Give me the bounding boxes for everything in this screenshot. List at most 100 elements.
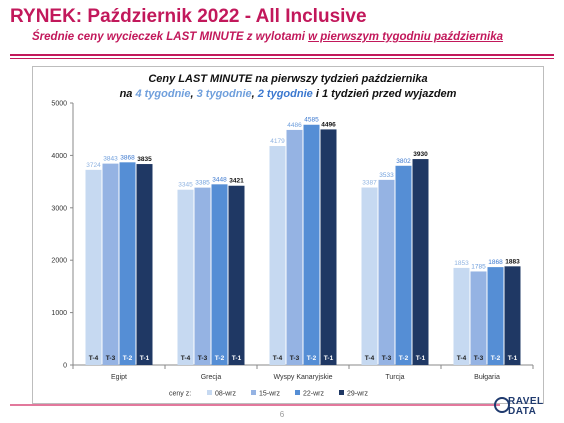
- bar-tag-label: T-3: [290, 355, 300, 362]
- bar: [487, 267, 504, 365]
- subtitle-underlined: w pierwszym tygodniu października: [308, 31, 503, 43]
- bar: [85, 169, 102, 365]
- bar-tag-label: T-2: [307, 355, 317, 362]
- footer-rule: [10, 404, 500, 406]
- chart-title-1-week: 1 tydzień: [321, 88, 370, 100]
- bar-tag-label: T-1: [508, 355, 518, 362]
- data-label: 1853: [454, 260, 469, 267]
- header-rule-thin: [10, 58, 554, 59]
- bar-tag-label: T-2: [215, 355, 225, 362]
- bar-tag-label: T-1: [416, 355, 426, 362]
- bar: [286, 129, 303, 365]
- data-label: 1785: [471, 263, 486, 270]
- bar: [269, 146, 286, 365]
- bar: [470, 271, 487, 365]
- bar: [136, 164, 153, 365]
- data-label: 3533: [379, 172, 394, 179]
- header-rule-thick: [10, 54, 554, 56]
- chart-title-and: i: [312, 88, 322, 100]
- data-label: 4486: [287, 122, 302, 129]
- x-category-label: Grecja: [201, 374, 222, 381]
- y-tick-label: 0: [63, 363, 67, 370]
- chart-frame: Ceny LAST MINUTE na pierwszy tydzień paź…: [32, 66, 544, 404]
- bar-tag-label: T-1: [324, 355, 334, 362]
- data-label: 3387: [362, 180, 377, 187]
- data-label: 1868: [488, 259, 503, 266]
- bar: [504, 266, 521, 365]
- bar: [228, 185, 245, 365]
- data-label: 3448: [212, 176, 227, 183]
- data-label: 3385: [195, 180, 210, 187]
- chart-title-4-weeks: 4 tygodnie: [135, 88, 191, 100]
- bar-tag-label: T-1: [140, 355, 150, 362]
- bar-tag-label: T-2: [123, 355, 133, 362]
- bar-tag-label: T-2: [491, 355, 501, 362]
- bar: [378, 179, 395, 365]
- bar-tag-label: T-3: [382, 355, 392, 362]
- legend-label: 08-wrz: [215, 391, 237, 398]
- data-label: 3868: [120, 154, 135, 161]
- bar: [395, 165, 412, 365]
- data-label: 3421: [229, 178, 244, 185]
- y-tick-label: 4000: [51, 153, 67, 160]
- chart-title-line1: Ceny LAST MINUTE na pierwszy tydzień paź…: [148, 73, 428, 85]
- x-category-label: Wyspy Kanaryjskie: [273, 374, 332, 381]
- legend-label: 29-wrz: [347, 391, 369, 398]
- x-category-label: Bułgaria: [474, 374, 500, 381]
- bar: [177, 189, 194, 365]
- y-tick-label: 1000: [51, 310, 67, 317]
- chart-title-2-weeks: 2 tygodnie: [257, 88, 313, 100]
- y-tick-label: 5000: [51, 101, 67, 108]
- subtitle-prefix: Średnie ceny wycieczek LAST MINUTE z wyl…: [32, 31, 309, 43]
- page-number: 6: [279, 410, 285, 419]
- y-tick-label: 2000: [51, 258, 67, 265]
- data-label: 3843: [103, 156, 118, 163]
- x-category-label: Turcja: [385, 374, 404, 381]
- bar: [361, 187, 378, 365]
- bar-tag-label: T-4: [457, 355, 467, 362]
- bar-tag-label: T-4: [273, 355, 283, 362]
- legend-swatch: [251, 390, 256, 395]
- bar-tag-label: T-1: [232, 355, 242, 362]
- bar: [119, 162, 136, 365]
- data-label: 3835: [137, 156, 152, 163]
- chart-title-tail: przed wyjazdem: [369, 88, 457, 100]
- chart-title-line2: na 4 tygodnie, 3 tygodnie, 2 tygodnie i …: [33, 88, 543, 100]
- page-title: RYNEK: Październik 2022 - All Inclusive: [10, 6, 367, 27]
- bar: [412, 159, 429, 365]
- data-label: 3930: [413, 151, 428, 158]
- legend-swatch: [207, 390, 212, 395]
- data-label: 4179: [270, 138, 285, 145]
- data-label: 1883: [505, 258, 520, 265]
- bar: [320, 129, 337, 365]
- travel-data-logo: RAVEL DATA: [494, 394, 556, 420]
- bar: [453, 267, 470, 365]
- bar-chart: 0 1000 2000 3000 4000 5000 3724 T-4 3843 T-3 3868 T…: [51, 101, 534, 398]
- page-subtitle: Średnie ceny wycieczek LAST MINUTE z wyl…: [32, 31, 503, 43]
- bar-tag-label: T-4: [365, 355, 375, 362]
- chart-title-sep2: ,: [251, 88, 258, 100]
- bar-tag-label: T-4: [181, 355, 191, 362]
- legend-swatch: [295, 390, 300, 395]
- bar: [303, 124, 320, 365]
- logo-line2: DATA: [508, 406, 537, 417]
- chart-title-na: na: [119, 88, 136, 100]
- legend-label: 22-wrz: [303, 391, 325, 398]
- y-tick-label: 3000: [51, 205, 67, 212]
- x-category-label: Egipt: [111, 374, 127, 381]
- legend-label: 15-wrz: [259, 391, 281, 398]
- bar-tag-label: T-3: [106, 355, 116, 362]
- data-label: 3724: [86, 162, 101, 169]
- data-label: 4496: [321, 121, 336, 128]
- bar: [102, 163, 119, 365]
- chart-title-sep1: ,: [190, 88, 197, 100]
- logo-ring-icon: [494, 397, 510, 413]
- bar: [194, 187, 211, 365]
- bar-tag-label: T-2: [399, 355, 409, 362]
- bar-tag-label: T-3: [198, 355, 208, 362]
- bar-tag-label: T-4: [89, 355, 99, 362]
- bar: [211, 184, 228, 365]
- data-label: 4585: [304, 117, 319, 124]
- legend-prefix: ceny z:: [169, 391, 191, 398]
- data-label: 3345: [178, 182, 193, 189]
